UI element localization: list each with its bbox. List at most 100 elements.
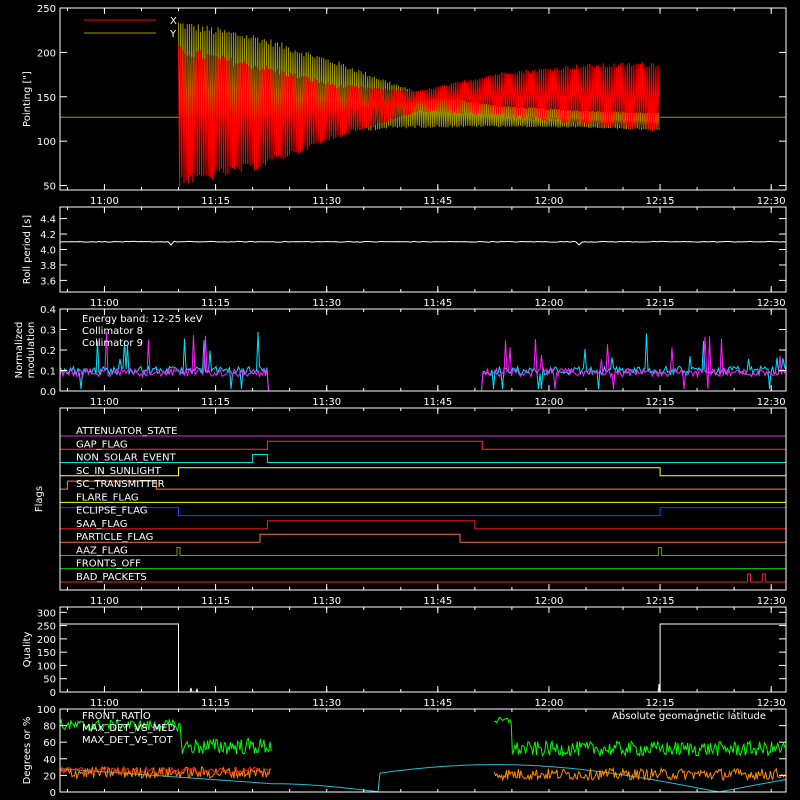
flag-label-aaz-flag: AAZ_FLAG bbox=[76, 545, 128, 556]
degrees-ylabel: Degrees or % bbox=[22, 717, 33, 785]
flag-label-particle-flag: PARTICLE_FLAG bbox=[76, 532, 153, 543]
modulation-legend-8: Collimator 8 bbox=[82, 326, 143, 337]
panel-frame-1 bbox=[59, 206, 787, 293]
y-tick-label: 50 bbox=[43, 182, 56, 193]
flag-label-eclipse-flag: ECLIPSE_FLAG bbox=[76, 506, 147, 517]
flag-label-fronts-off: FRONTS_OFF bbox=[76, 559, 141, 570]
x-tick-label: 12:15 bbox=[646, 298, 675, 309]
legend-geomagnetic-latitude: Absolute geomagnetic latitude bbox=[612, 711, 766, 722]
flag-line-non-solar-event bbox=[60, 454, 786, 463]
x-tick-label: 11:15 bbox=[201, 298, 230, 309]
x-tick-label: 11:15 bbox=[201, 596, 230, 607]
flag-line-aaz-flag bbox=[60, 547, 786, 556]
y-tick-label: 200 bbox=[37, 48, 56, 59]
y-tick-label: 0 bbox=[50, 688, 56, 699]
y-tick-label: 100 bbox=[37, 137, 56, 148]
x-tick-label: 12:15 bbox=[646, 698, 675, 709]
flag-label-sc-in-sunlight: SC_IN_SUNLIGHT bbox=[76, 466, 162, 477]
panel-frame-3 bbox=[59, 407, 787, 591]
x-tick-label: 12:30 bbox=[757, 397, 786, 408]
x-tick-label: 11:30 bbox=[312, 298, 341, 309]
y-tick-label: 100 bbox=[37, 661, 56, 672]
x-tick-label: 11:00 bbox=[90, 397, 119, 408]
modulation-ylabel-1: Normalized bbox=[14, 322, 25, 379]
legend-front-ratio: FRONT_RATIO bbox=[82, 711, 151, 722]
max-det-vs-tot-line-1 bbox=[493, 766, 786, 782]
y-tick-label: 20 bbox=[43, 771, 56, 782]
y-tick-label: 4.4 bbox=[40, 215, 56, 226]
pointing-ylabel: Pointing ["] bbox=[22, 71, 33, 127]
modulation-line-9 bbox=[59, 331, 787, 392]
x-tick-label: 12:30 bbox=[757, 196, 786, 207]
front-ratio-line-0 bbox=[59, 718, 272, 755]
flag-label-sc-transmitter: SC_TRANSMITTER bbox=[76, 479, 165, 490]
y-tick-label: 150 bbox=[37, 648, 56, 659]
flag-label-attenuator-state: ATTENUATOR_STATE bbox=[76, 426, 177, 437]
x-tick-label: 12:00 bbox=[535, 698, 564, 709]
x-tick-label: 11:00 bbox=[90, 196, 119, 207]
y-tick-label: 300 bbox=[37, 608, 56, 619]
y-tick-label: 250 bbox=[37, 622, 56, 633]
x-tick-label: 12:15 bbox=[646, 196, 675, 207]
panel-frame-5 bbox=[59, 708, 787, 793]
x-tick-label: 12:00 bbox=[535, 397, 564, 408]
x-tick-label: 11:00 bbox=[90, 298, 119, 309]
x-tick-label: 11:45 bbox=[423, 397, 452, 408]
x-tick-label: 12:00 bbox=[535, 196, 564, 207]
latitude-line bbox=[59, 764, 787, 793]
flag-line-particle-flag bbox=[60, 533, 786, 543]
flag-label-non-solar-event: NON_SOLAR_EVENT bbox=[76, 453, 177, 464]
pointing-series-line-x bbox=[178, 46, 660, 187]
quality-ylabel: Quality bbox=[22, 632, 33, 668]
legend-label-y: Y bbox=[169, 29, 177, 40]
panel-frame-0 bbox=[59, 7, 787, 191]
data-layer bbox=[59, 22, 787, 793]
x-tick-label: 11:45 bbox=[423, 196, 452, 207]
panel-frame-4 bbox=[59, 606, 787, 693]
flag-line-sc-transmitter bbox=[60, 480, 786, 490]
flag-line-bad-packets bbox=[60, 573, 786, 583]
modulation-ylabel-2: modulation bbox=[26, 322, 37, 379]
y-tick-label: 80 bbox=[43, 722, 56, 733]
y-tick-label: 4.2 bbox=[40, 230, 56, 241]
x-tick-label: 12:15 bbox=[646, 397, 675, 408]
x-tick-label: 11:45 bbox=[423, 596, 452, 607]
flag-line-sc-in-sunlight bbox=[60, 467, 786, 477]
flag-label-saa-flag: SAA_FLAG bbox=[76, 519, 127, 530]
max-det-vs-med-line-0 bbox=[59, 765, 271, 775]
x-tick-label: 11:00 bbox=[90, 698, 119, 709]
y-tick-label: 0.0 bbox=[40, 387, 56, 398]
y-tick-label: 0.2 bbox=[40, 346, 56, 357]
x-tick-label: 11:30 bbox=[312, 397, 341, 408]
x-tick-label: 11:15 bbox=[201, 698, 230, 709]
x-tick-label: 11:30 bbox=[312, 698, 341, 709]
flag-line-eclipse-flag bbox=[59, 507, 787, 517]
modulation-annotation: Energy band: 12-25 keV bbox=[82, 314, 203, 325]
x-tick-label: 12:30 bbox=[757, 298, 786, 309]
x-tick-label: 11:30 bbox=[312, 596, 341, 607]
flag-line-gap-flag bbox=[60, 440, 786, 450]
flag-label-flare-flag: FLARE_FLAG bbox=[76, 492, 139, 503]
y-tick-label: 200 bbox=[37, 635, 56, 646]
roll-period-ylabel: Roll period [s] bbox=[22, 215, 33, 284]
y-tick-label: 3.8 bbox=[40, 261, 56, 272]
y-tick-label: 0 bbox=[50, 788, 56, 799]
x-tick-label: 11:00 bbox=[90, 596, 119, 607]
flag-label-bad-packets: BAD_PACKETS bbox=[76, 572, 147, 583]
axes-layer bbox=[59, 7, 787, 793]
legend-max-det-vs-tot: MAX_DET_VS_TOT bbox=[82, 735, 174, 746]
modulation-legend-9: Collimator 9 bbox=[82, 338, 143, 349]
y-tick-label: 150 bbox=[37, 93, 56, 104]
flags-ylabel: Flags bbox=[34, 486, 45, 512]
legend-label-x: X bbox=[170, 16, 177, 27]
x-tick-label: 11:15 bbox=[201, 397, 230, 408]
y-tick-label: 0.1 bbox=[40, 367, 56, 378]
y-tick-label: 0.4 bbox=[40, 305, 56, 316]
modulation-line-8 bbox=[59, 331, 787, 392]
legend-max-det-vs-med: MAX_DET_VS_MED bbox=[82, 723, 176, 734]
x-tick-label: 12:30 bbox=[757, 698, 786, 709]
y-tick-label: 100 bbox=[37, 705, 56, 716]
y-tick-label: 4.0 bbox=[40, 246, 56, 257]
x-tick-label: 11:15 bbox=[201, 196, 230, 207]
